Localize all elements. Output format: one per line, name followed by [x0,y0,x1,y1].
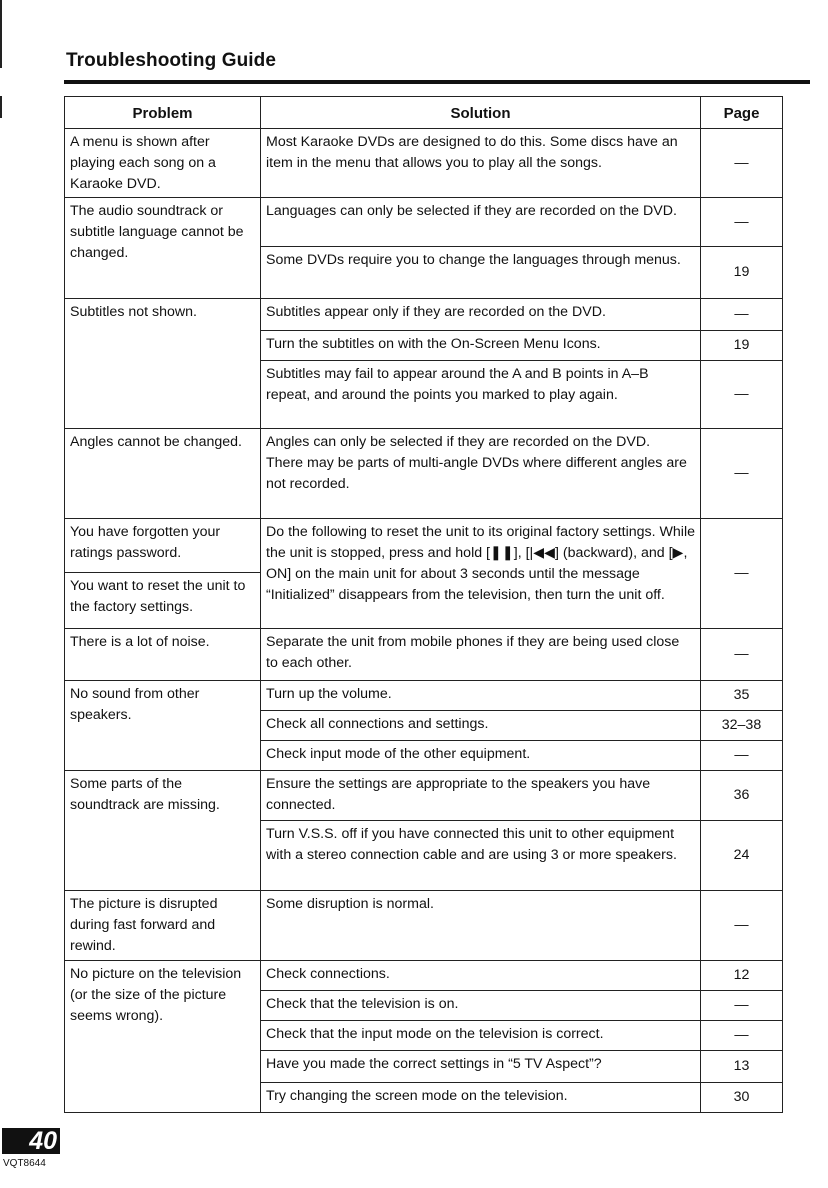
title-rule [64,80,810,84]
solution-cell: Check all connections and settings. [260,710,701,741]
solution-cell: Subtitles appear only if they are record… [260,298,701,331]
solution-cell: Some DVDs require you to change the lang… [260,246,701,299]
page-reference: — [700,428,783,519]
solution-cell: Have you made the correct settings in “5… [260,1050,701,1083]
table-row: No picture on the television (or the siz… [64,960,783,1113]
solution-cell: Ensure the settings are appropriate to t… [260,770,701,821]
page-reference: 35 [700,680,783,711]
solution-cell: Check that the input mode on the televis… [260,1020,701,1051]
page-reference: 36 [700,770,783,821]
solution-cell: Check input mode of the other equipment. [260,740,701,771]
table-row: Subtitles may fail to appear around the … [65,360,783,429]
page-reference: 13 [700,1050,783,1083]
column-header-problem: Problem [64,96,261,129]
problem-cell: The audio soundtrack or subtitle languag… [64,197,261,299]
solution-cell: Turn V.S.S. off if you have connected th… [260,820,701,891]
table-row: No sound from other speakers. Turn up the… [64,680,783,771]
solution-cell: Turn the subtitles on with the On-Screen… [260,330,701,361]
solution-cell: Some disruption is normal. [260,890,701,961]
solution-cell: Languages can only be selected if they a… [260,197,701,247]
table-row: Angles cannot be changed. Angles can only… [64,428,783,519]
page-reference: — [700,890,783,961]
table-row: Check input mode of the other equipment.… [65,740,783,771]
page-reference: 32–38 [700,710,783,741]
table-row: Try changing the screen mode on the tele… [65,1082,783,1113]
solution-cell: Most Karaoke DVDs are designed to do thi… [260,128,701,198]
troubleshooting-table: Problem Solution Page A menu is shown af… [64,96,783,1113]
problem-cell: A menu is shown after playing each song … [64,128,261,198]
table-row: Turn the subtitles on with the On-Screen… [65,330,783,361]
table-row: There is a lot of noise. Separate the uni… [64,628,783,681]
solution-cell: Turn up the volume. [260,680,701,711]
page-reference: 30 [700,1082,783,1113]
table-row: The picture is disrupted during fast for… [64,890,783,961]
problem-cell: Some parts of the soundtrack are missing… [64,770,261,891]
problem-cell: No sound from other speakers. [64,680,261,771]
problem-cell: Subtitles not shown. [64,298,261,429]
solution-cell: Try changing the screen mode on the tele… [260,1082,701,1113]
table-row: You want to reset the unit to the factor… [64,572,783,629]
column-header-solution: Solution [260,96,701,129]
page-number-badge: 40 [2,1128,60,1155]
page-reference: — [700,628,783,681]
solution-cell: Angles can only be selected if they are … [260,428,701,519]
page-reference: 19 [700,246,783,299]
table-row: You have forgotten your ratings password… [64,518,783,629]
column-header-page: Page [700,96,783,129]
table-row: Some parts of the soundtrack are missing… [64,770,783,891]
page-reference: — [700,990,783,1021]
document-code: VQT8644 [3,1158,46,1169]
page-reference: — [700,128,783,198]
table-row: Check all connections and settings. 32–38 [65,710,783,741]
page-reference: 12 [700,960,783,991]
binding-edge-mark [0,0,2,68]
page-reference: — [700,360,783,429]
problem-cell: You want to reset the unit to the factor… [64,572,261,629]
page-reference: — [700,197,783,247]
problem-cell: Angles cannot be changed. [64,428,261,519]
problem-cell: No picture on the television (or the siz… [64,960,261,1113]
table-row: Have you made the correct settings in “5… [65,1050,783,1083]
table-row: A menu is shown after playing each song … [64,128,783,198]
page-reference: — [700,740,783,771]
table-row: The audio soundtrack or subtitle languag… [64,197,783,299]
problem-cell: You have forgotten your ratings password… [64,518,261,573]
solution-cell: Check connections. [260,960,701,991]
page-reference: — [700,298,783,331]
page-title: Troubleshooting Guide [66,50,277,71]
table-row: Subtitles not shown. Subtitles appear onl… [64,298,783,429]
solution-cell: Do the following to reset the unit to it… [260,518,701,629]
page-reference: — [700,518,783,629]
solution-cell: Subtitles may fail to appear around the … [260,360,701,429]
table-row: Some DVDs require you to change the lang… [65,246,783,299]
solution-cell: Check that the television is on. [260,990,701,1021]
binding-edge-mark [0,96,2,118]
problem-cell: There is a lot of noise. [64,628,261,681]
table-header-row: Problem Solution Page [64,96,783,129]
solution-cell: Separate the unit from mobile phones if … [260,628,701,681]
page-reference: — [700,1020,783,1051]
problem-cell: The picture is disrupted during fast for… [64,890,261,961]
page-reference: 19 [700,330,783,361]
page-reference: 24 [700,820,783,891]
